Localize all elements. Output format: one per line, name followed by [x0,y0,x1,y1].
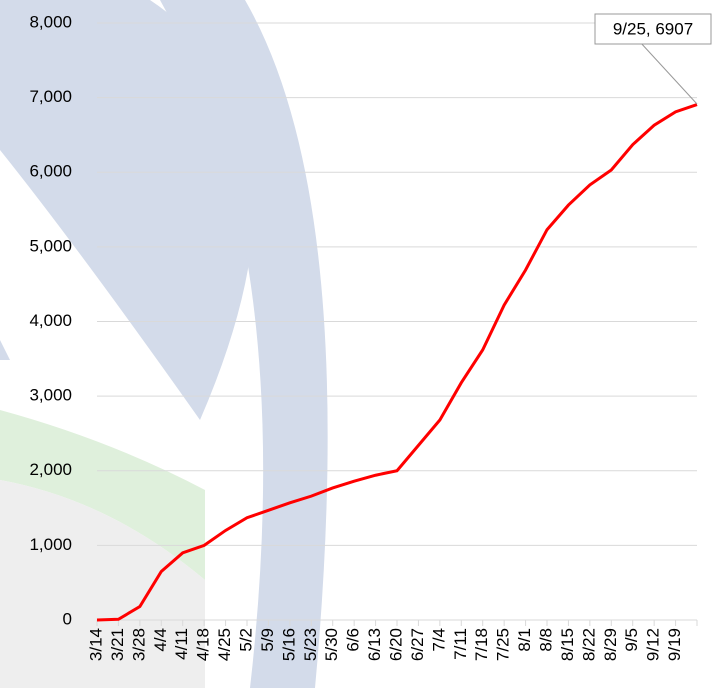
x-tick-label: 6/20 [386,628,405,661]
x-tick-label: 6/13 [365,628,384,661]
annotation-leader [640,42,697,104]
x-tick-label: 8/29 [601,628,620,661]
y-tick-label: 4,000 [29,311,72,330]
x-tick-label: 6/6 [344,628,363,652]
x-tick-label: 7/4 [429,628,448,652]
x-tick-label: 7/11 [451,628,470,660]
x-tick-label: 4/25 [215,628,234,661]
background-shape [0,340,10,360]
x-tick-label: 3/14 [86,628,105,661]
chart: 0 1,000 2,000 3,000 4,000 5,000 6,000 7,000 8,00… [0,0,713,688]
y-tick-label: 3,000 [29,386,72,405]
x-tick-label: 8/15 [558,628,577,661]
x-tick-label: 3/21 [108,628,127,661]
x-tick-label: 5/23 [301,628,320,661]
x-tick-label: 8/1 [515,628,534,652]
annotation: 9/25, 6907 [595,14,711,104]
x-tick-label: 5/30 [322,628,341,661]
x-tick-label: 9/5 [622,628,641,652]
x-tick-label: 5/9 [258,628,277,652]
x-tick-label: 8/22 [579,628,598,661]
x-tick-label: 5/2 [236,628,255,652]
x-tick-label: 4/18 [194,628,213,661]
y-tick-label: 7,000 [29,87,72,106]
y-tick-label: 6,000 [29,162,72,181]
y-tick-label: 5,000 [29,236,72,255]
y-tick-label: 0 [63,609,72,628]
annotation-text: 9/25, 6907 [613,19,693,38]
y-tick-label: 1,000 [29,535,72,554]
y-tick-label: 2,000 [29,460,72,479]
x-tick-label: 4/4 [151,628,170,652]
x-tick-label: 8/8 [536,628,555,652]
x-tick-label: 3/28 [129,628,148,661]
x-tick-label: 5/16 [279,628,298,661]
x-tick-label: 7/25 [494,628,513,661]
x-tick-label: 6/27 [408,628,427,661]
y-tick-label: 8,000 [29,12,72,31]
x-tick-label: 4/11 [172,628,191,660]
x-tick-label: 9/12 [644,628,663,661]
x-tick-label: 7/18 [472,628,491,661]
x-tick-label: 9/19 [665,628,684,661]
